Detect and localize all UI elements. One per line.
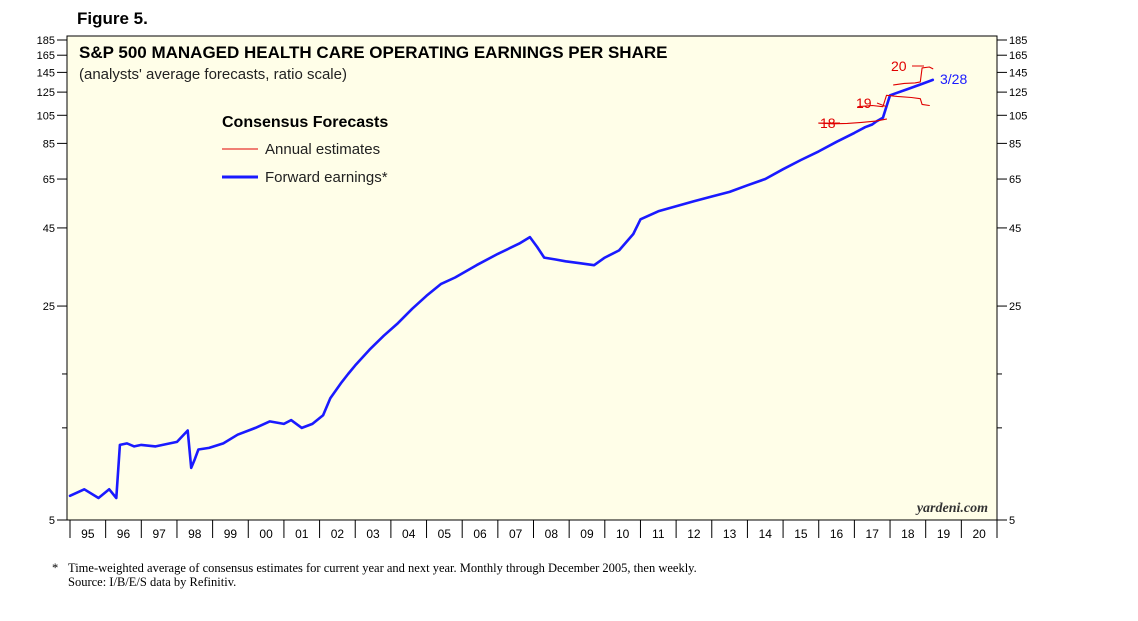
x-tick-label: 05 xyxy=(438,527,452,541)
watermark: yardeni.com xyxy=(915,501,988,516)
x-tick-label: 99 xyxy=(224,527,238,541)
x-tick-label: 19 xyxy=(937,527,951,541)
y-tick-label-right: 5 xyxy=(1009,515,1015,527)
x-tick-label: 00 xyxy=(259,527,273,541)
x-tick-label: 18 xyxy=(901,527,915,541)
y-tick-label-left: 25 xyxy=(43,301,55,313)
legend-label-forward: Forward earnings* xyxy=(265,169,388,186)
x-tick-label: 07 xyxy=(509,527,523,541)
annotation-19: 19 xyxy=(856,95,872,111)
x-tick-label: 13 xyxy=(723,527,737,541)
y-tick-label-left: 5 xyxy=(49,515,55,527)
x-tick-label: 10 xyxy=(616,527,630,541)
x-tick-label: 20 xyxy=(972,527,986,541)
x-tick-label: 96 xyxy=(117,527,131,541)
footnote-line-1: Time-weighted average of consensus estim… xyxy=(68,561,697,575)
y-tick-label-left: 145 xyxy=(37,67,55,79)
x-tick-label: 17 xyxy=(866,527,880,541)
y-tick-label-right: 45 xyxy=(1009,223,1021,235)
x-tick-label: 12 xyxy=(687,527,701,541)
footnote-line-2: Source: I/B/E/S data by Refinitiv. xyxy=(68,575,237,589)
x-tick-label: 08 xyxy=(545,527,559,541)
x-tick-label: 02 xyxy=(331,527,345,541)
y-tick-label-left: 185 xyxy=(37,35,55,47)
y-tick-label-left: 85 xyxy=(43,138,55,150)
annotation-date: 3/28 xyxy=(940,71,967,87)
annotation-18: 18 xyxy=(820,115,836,131)
footnote-marker: * xyxy=(52,561,59,575)
x-tick-label: 98 xyxy=(188,527,202,541)
figure-label: Figure 5. xyxy=(77,9,148,28)
x-tick-label: 97 xyxy=(152,527,166,541)
x-tick-label: 01 xyxy=(295,527,309,541)
y-axis-right: 5 25 45 65 85 105 125 145 165 185 xyxy=(997,35,1027,527)
series-annual-18 xyxy=(818,118,888,125)
chart-title: S&P 500 MANAGED HEALTH CARE OPERATING EA… xyxy=(79,43,667,62)
y-tick-label-right: 65 xyxy=(1009,174,1021,186)
y-tick-label-left: 45 xyxy=(43,223,55,235)
y-tick-label-left: 125 xyxy=(37,87,55,99)
x-axis: 95 96 97 98 99 00 01 02 03 04 05 06 07 08 09 10 11 12 13 14… xyxy=(69,520,998,541)
plot-area xyxy=(66,35,998,521)
footnote: * Time-weighted average of consensus esti… xyxy=(52,561,697,589)
annotation-19-leader xyxy=(876,102,887,108)
y-tick-label-right: 125 xyxy=(1009,87,1027,99)
annotation-20: 20 xyxy=(891,58,907,74)
legend-title: Consensus Forecasts xyxy=(222,114,388,131)
x-tick-label: 09 xyxy=(580,527,594,541)
series-group xyxy=(68,66,935,500)
y-tick-label-left: 105 xyxy=(37,110,55,122)
y-tick-label-left: 165 xyxy=(37,50,55,62)
x-tick-label: 95 xyxy=(81,527,95,541)
y-tick-label-right: 165 xyxy=(1009,50,1027,62)
y-tick-label-right: 85 xyxy=(1009,138,1021,150)
y-tick-label-right: 25 xyxy=(1009,301,1021,313)
y-tick-label-left: 65 xyxy=(43,174,55,186)
chart-subtitle: (analysts' average forecasts, ratio scal… xyxy=(79,66,347,83)
series-annual-19 xyxy=(857,94,930,108)
y-tick-label-right: 145 xyxy=(1009,67,1027,79)
series-annual-20 xyxy=(893,66,934,86)
y-tick-label-right: 185 xyxy=(1009,35,1027,47)
series-forward-earnings xyxy=(68,78,935,500)
y-tick-label-right: 105 xyxy=(1009,110,1027,122)
x-tick-label: 04 xyxy=(402,527,416,541)
x-tick-label: 03 xyxy=(366,527,380,541)
x-tick-label: 16 xyxy=(830,527,844,541)
legend-label-annual: Annual estimates xyxy=(265,141,380,158)
x-tick-label: 11 xyxy=(652,527,665,541)
y-axis-left: 5 25 45 65 85 105 125 145 165 185 xyxy=(37,35,67,527)
x-tick-label: 14 xyxy=(759,527,773,541)
x-tick-label: 15 xyxy=(794,527,808,541)
x-tick-label: 06 xyxy=(473,527,487,541)
